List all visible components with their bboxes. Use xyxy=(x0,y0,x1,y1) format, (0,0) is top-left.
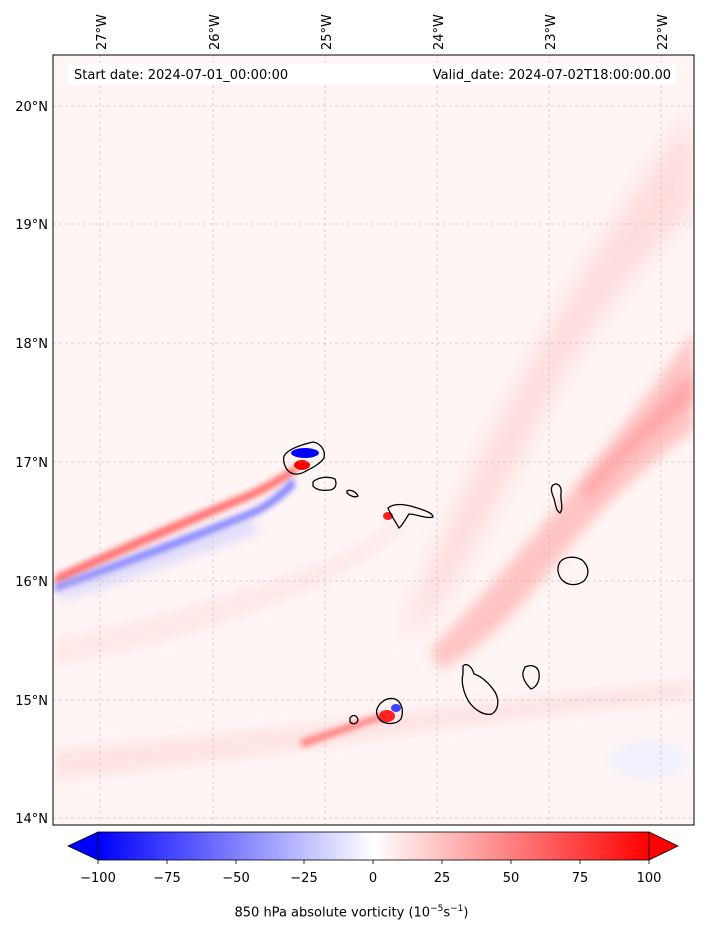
colorbar-tick-label: 25 xyxy=(434,871,451,886)
lon-tick-label: 23°W xyxy=(544,14,559,50)
colorbar-title-suffix: ) xyxy=(463,905,469,921)
lat-tick-label: 17°N xyxy=(15,456,48,471)
island-brava xyxy=(349,714,359,725)
wake-positive-streak xyxy=(55,465,298,585)
santo-antao-negative xyxy=(291,448,319,458)
colorbar-title-exp1: −5 xyxy=(430,904,444,914)
colorbar-tick-label: 50 xyxy=(503,871,520,886)
lat-tick-label: 16°N xyxy=(15,575,48,590)
colorbar-tick-label: 0 xyxy=(369,871,377,886)
island-sao-nicolau xyxy=(387,503,434,529)
vorticity-field xyxy=(53,55,694,825)
lat-tick-labels: 20°N 19°N 18°N 17°N 16°N 15°N 14°N xyxy=(15,100,48,827)
santo-antao-positive xyxy=(294,460,310,470)
lon-tick-label: 27°W xyxy=(95,14,110,50)
se-negative-patch xyxy=(610,740,690,780)
colorbar-title-prefix: 850 hPa absolute vorticity (10 xyxy=(234,905,431,921)
island-santo-antao xyxy=(282,441,326,475)
lat-tick-label: 15°N xyxy=(15,694,48,709)
island-santiago xyxy=(461,663,499,716)
colorbar-tick-label: −75 xyxy=(153,871,180,886)
colorbar-title-mid: s xyxy=(443,905,451,921)
mid-pale-band xyxy=(53,520,405,665)
island-maio xyxy=(522,665,540,690)
fogo-negative xyxy=(391,704,401,712)
gridlines xyxy=(53,55,694,825)
colorbar-right-extend xyxy=(648,831,679,861)
colorbar-title: 850 hPa absolute vorticity (10−5s−1) xyxy=(0,904,703,920)
coastlines xyxy=(282,441,589,725)
colorbar: −100 −75 −50 −25 0 25 50 75 100 xyxy=(67,831,679,886)
island-santa-luzia xyxy=(346,489,359,498)
valid-date-label: Valid_date: 2024-07-02T18:00:00.00 xyxy=(433,68,671,83)
colorbar-body xyxy=(97,831,650,861)
colorbar-left-extend xyxy=(67,831,99,861)
map-frame xyxy=(52,54,695,826)
lon-tick-label: 26°W xyxy=(208,14,223,50)
info-box xyxy=(67,63,677,85)
lat-tick-label: 20°N xyxy=(15,100,48,115)
island-sao-vicente xyxy=(312,476,337,492)
island-fogo xyxy=(375,697,403,725)
wake-negative-glow xyxy=(60,520,260,600)
lat-tick-label: 19°N xyxy=(15,218,48,233)
colorbar-tick-label: −25 xyxy=(290,871,317,886)
fogo-positive xyxy=(379,710,395,722)
lon-tick-label: 22°W xyxy=(656,14,671,50)
lat-tick-label: 18°N xyxy=(15,337,48,352)
colorbar-tick-label: 75 xyxy=(572,871,589,886)
island-sal xyxy=(550,483,563,514)
colorbar-tick-label: −50 xyxy=(222,871,249,886)
colorbar-tick-label: −100 xyxy=(80,871,116,886)
start-date-label: Start date: 2024-07-01_00:00:00 xyxy=(74,68,288,83)
lon-tick-label: 24°W xyxy=(432,14,447,50)
ne-positive-band xyxy=(400,110,694,640)
ne-positive-band-2 xyxy=(430,330,694,670)
lon-tick-label: 25°W xyxy=(320,14,335,50)
colorbar-title-exp2: −1 xyxy=(450,904,464,914)
wake-negative-streak xyxy=(55,478,296,592)
colorbar-tick-label: 100 xyxy=(637,871,662,886)
southern-band xyxy=(53,680,694,780)
island-boa-vista xyxy=(557,556,589,586)
colorbar-ticks xyxy=(97,860,650,864)
fogo-wake-streak xyxy=(300,712,388,748)
ne-positive-core xyxy=(580,370,694,500)
lon-tick-labels: 27°W 26°W 25°W 24°W 23°W 22°W xyxy=(95,14,671,50)
lat-tick-label: 14°N xyxy=(15,812,48,827)
